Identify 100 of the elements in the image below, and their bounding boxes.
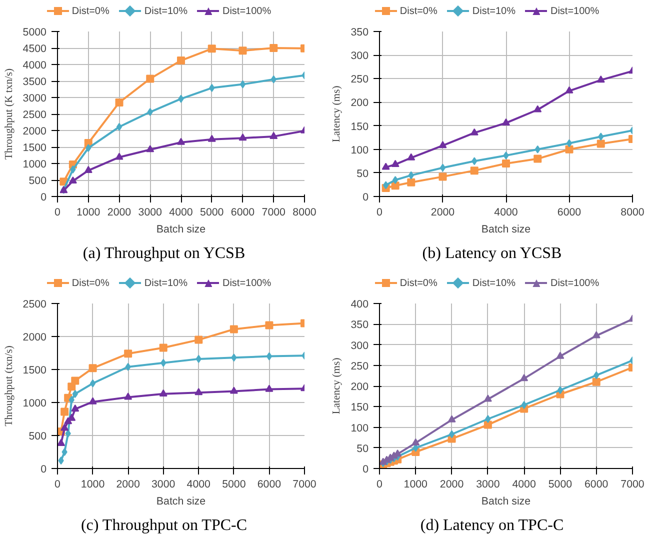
y-tick-label: 1000: [22, 398, 47, 410]
point: [266, 352, 272, 360]
point: [84, 166, 92, 173]
point: [60, 408, 69, 416]
point: [502, 118, 510, 126]
y-tick-label: 1500: [22, 364, 47, 376]
point: [124, 392, 132, 400]
x-axis-title: Batch size: [481, 224, 531, 236]
y-tick-label: 350: [350, 26, 369, 38]
point: [238, 46, 247, 55]
x-tick-label: 3000: [138, 206, 162, 218]
point: [159, 389, 168, 396]
point: [382, 181, 389, 190]
y-tick-label: 300: [350, 340, 369, 352]
y-tick-label: 4000: [22, 60, 47, 72]
point: [565, 86, 574, 94]
point: [68, 396, 74, 404]
point: [71, 404, 80, 412]
point: [178, 94, 184, 103]
x-tick-label: 7000: [262, 206, 286, 218]
y-tick-label: 2000: [22, 126, 47, 138]
point: [438, 141, 447, 148]
point: [520, 374, 528, 382]
y-tick-label: 2500: [22, 109, 47, 121]
point: [485, 415, 491, 423]
x-tick-label: 1000: [404, 478, 428, 490]
x-tick-label: 4000: [169, 206, 193, 218]
point: [598, 132, 604, 141]
x-axis-title: Batch size: [481, 496, 531, 508]
point: [71, 376, 80, 385]
point: [68, 176, 77, 184]
y-tick-label: 1500: [22, 142, 47, 154]
point: [566, 139, 572, 148]
point: [177, 56, 185, 65]
legend-label: Dist=0%: [400, 6, 438, 17]
legend-label: Dist=100%: [222, 278, 272, 289]
point: [86, 144, 92, 152]
point: [194, 388, 203, 396]
y-tick-label: 100: [350, 422, 369, 434]
point: [177, 138, 185, 145]
point: [72, 390, 78, 398]
y-axis-title: Throughput (txn/s): [4, 345, 15, 426]
point: [392, 176, 398, 184]
x-tick-label: 4000: [494, 206, 518, 218]
y-tick-label: 2000: [22, 332, 47, 344]
text: (a) Throughput on YCSB: [82, 244, 246, 264]
y-tick-label: 1000: [22, 158, 47, 170]
point: [407, 178, 416, 186]
point: [596, 76, 605, 83]
point: [124, 350, 132, 358]
point: [470, 128, 478, 136]
x-tick-label: 2000: [107, 206, 132, 218]
legend-label: Dist=0%: [72, 6, 110, 17]
point: [146, 74, 154, 83]
point: [194, 336, 203, 344]
point: [440, 164, 446, 172]
y-axis-title: Latency (ms): [332, 85, 343, 142]
x-tick-label: 7000: [292, 478, 316, 490]
text: (c) Throughput on TPC-C: [80, 516, 248, 536]
x-tick-label: 3000: [476, 478, 500, 490]
point: [146, 145, 154, 152]
point: [88, 364, 97, 372]
point: [592, 331, 600, 338]
point: [594, 371, 600, 380]
y-tick-label: 150: [350, 402, 369, 414]
point: [265, 384, 274, 392]
y-tick-label: 5000: [22, 26, 47, 38]
point: [592, 378, 600, 386]
legend-label: Dist=100%: [550, 278, 600, 289]
point: [534, 154, 542, 163]
point: [270, 132, 278, 139]
x-tick-label: 5000: [548, 478, 572, 490]
point: [565, 145, 574, 154]
point: [521, 400, 527, 409]
point: [160, 358, 166, 367]
y-tick-label: 3000: [22, 92, 47, 104]
x-tick-label: 4000: [512, 478, 536, 490]
point: [391, 160, 400, 167]
x-tick-label: 2000: [440, 478, 464, 490]
point: [230, 325, 238, 334]
point: [115, 98, 124, 106]
point: [484, 420, 492, 429]
point: [408, 171, 414, 180]
point: [270, 44, 278, 52]
y-tick-label: 150: [350, 120, 369, 133]
point: [62, 448, 68, 456]
y-tick-label: 200: [350, 97, 369, 110]
y-tick-label: 4500: [22, 43, 47, 55]
x-tick-label: 2000: [116, 478, 140, 490]
point: [208, 134, 216, 142]
point: [65, 430, 71, 438]
point: [208, 44, 216, 53]
x-axis-title: Batch size: [156, 496, 206, 508]
x-tick-label: 0: [54, 478, 61, 490]
y-tick-label: 200: [350, 381, 369, 393]
point: [382, 162, 390, 170]
y-tick-label: 0: [362, 464, 369, 476]
y-tick-label: 2500: [22, 298, 47, 310]
y-tick-label: 250: [350, 360, 369, 372]
legend-label: Dist=10%: [472, 278, 516, 289]
